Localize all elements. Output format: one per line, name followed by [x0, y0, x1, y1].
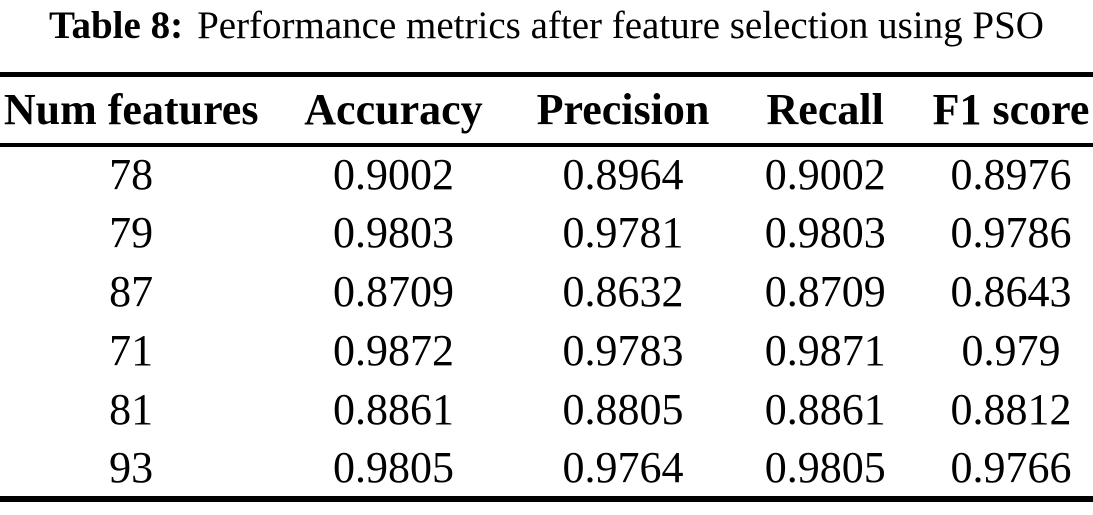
- table-caption-text: Performance metrics after feature select…: [197, 4, 1044, 47]
- table-cell: 0.8861: [764, 385, 886, 434]
- table-cell: 79: [109, 208, 154, 257]
- table-cell: 0.9002: [332, 150, 454, 199]
- header-cell-num-features: Num features: [0, 74, 263, 147]
- table-cell: 0.9872: [332, 326, 454, 375]
- table-cell: 93: [109, 442, 154, 492]
- table-row: 81 0.8861 0.8805 0.8861 0.8812: [0, 381, 1093, 440]
- table-cell: 0.9805: [764, 442, 886, 492]
- table-cell: 0.8976: [950, 150, 1072, 199]
- table-cell: 0.8805: [562, 385, 684, 434]
- table-cell: 78: [109, 150, 154, 199]
- header-cell-precision: Precision: [524, 74, 722, 147]
- table-row: 93 0.9805 0.9764 0.9805 0.9766: [0, 440, 1093, 499]
- table-cell: 0.9002: [764, 150, 886, 199]
- table-cell: 0.979: [961, 326, 1061, 375]
- table-cell: 87: [109, 267, 154, 316]
- table-row: 71 0.9872 0.9783 0.9871 0.979: [0, 322, 1093, 381]
- table-cell: 0.8812: [950, 385, 1072, 434]
- table-cell: 0.8709: [764, 267, 886, 316]
- header-cell-recall: Recall: [721, 74, 930, 147]
- header-cell-f1-score: F1 score: [929, 74, 1093, 147]
- table-cell: 0.9805: [332, 442, 454, 492]
- table-cell: 0.9783: [562, 326, 684, 375]
- header-row: Num features Accuracy Precision Recall F…: [0, 74, 1093, 147]
- table-cell: 0.9781: [562, 208, 684, 257]
- table-caption-label: Table 8:: [49, 4, 184, 47]
- table-cell: 0.9871: [764, 326, 886, 375]
- table-cell: 0.8709: [332, 267, 454, 316]
- table-cell: 0.9803: [332, 208, 454, 257]
- table-cell: 0.9764: [562, 442, 684, 492]
- table-row: 78 0.9002 0.8964 0.9002 0.8976: [0, 145, 1093, 204]
- table-cell: 0.9766: [950, 442, 1072, 492]
- table-cell: 0.9803: [764, 208, 886, 257]
- table-row: 79 0.9803 0.9781 0.9803 0.9786: [0, 204, 1093, 263]
- table-cell: 0.8861: [332, 385, 454, 434]
- table-cell: 0.8964: [562, 150, 684, 199]
- table-caption: Table 8: Performance metrics after featu…: [0, 0, 1093, 72]
- table-cell: 71: [109, 326, 154, 375]
- metrics-table: Num features Accuracy Precision Recall F…: [0, 72, 1093, 502]
- table-cell: 0.8643: [950, 267, 1072, 316]
- table-cell: 0.8632: [562, 267, 684, 316]
- table-cell: 0.9786: [950, 208, 1072, 257]
- table-row: 87 0.8709 0.8632 0.8709 0.8643: [0, 263, 1093, 322]
- header-cell-accuracy: Accuracy: [262, 74, 525, 147]
- table-cell: 81: [109, 385, 154, 434]
